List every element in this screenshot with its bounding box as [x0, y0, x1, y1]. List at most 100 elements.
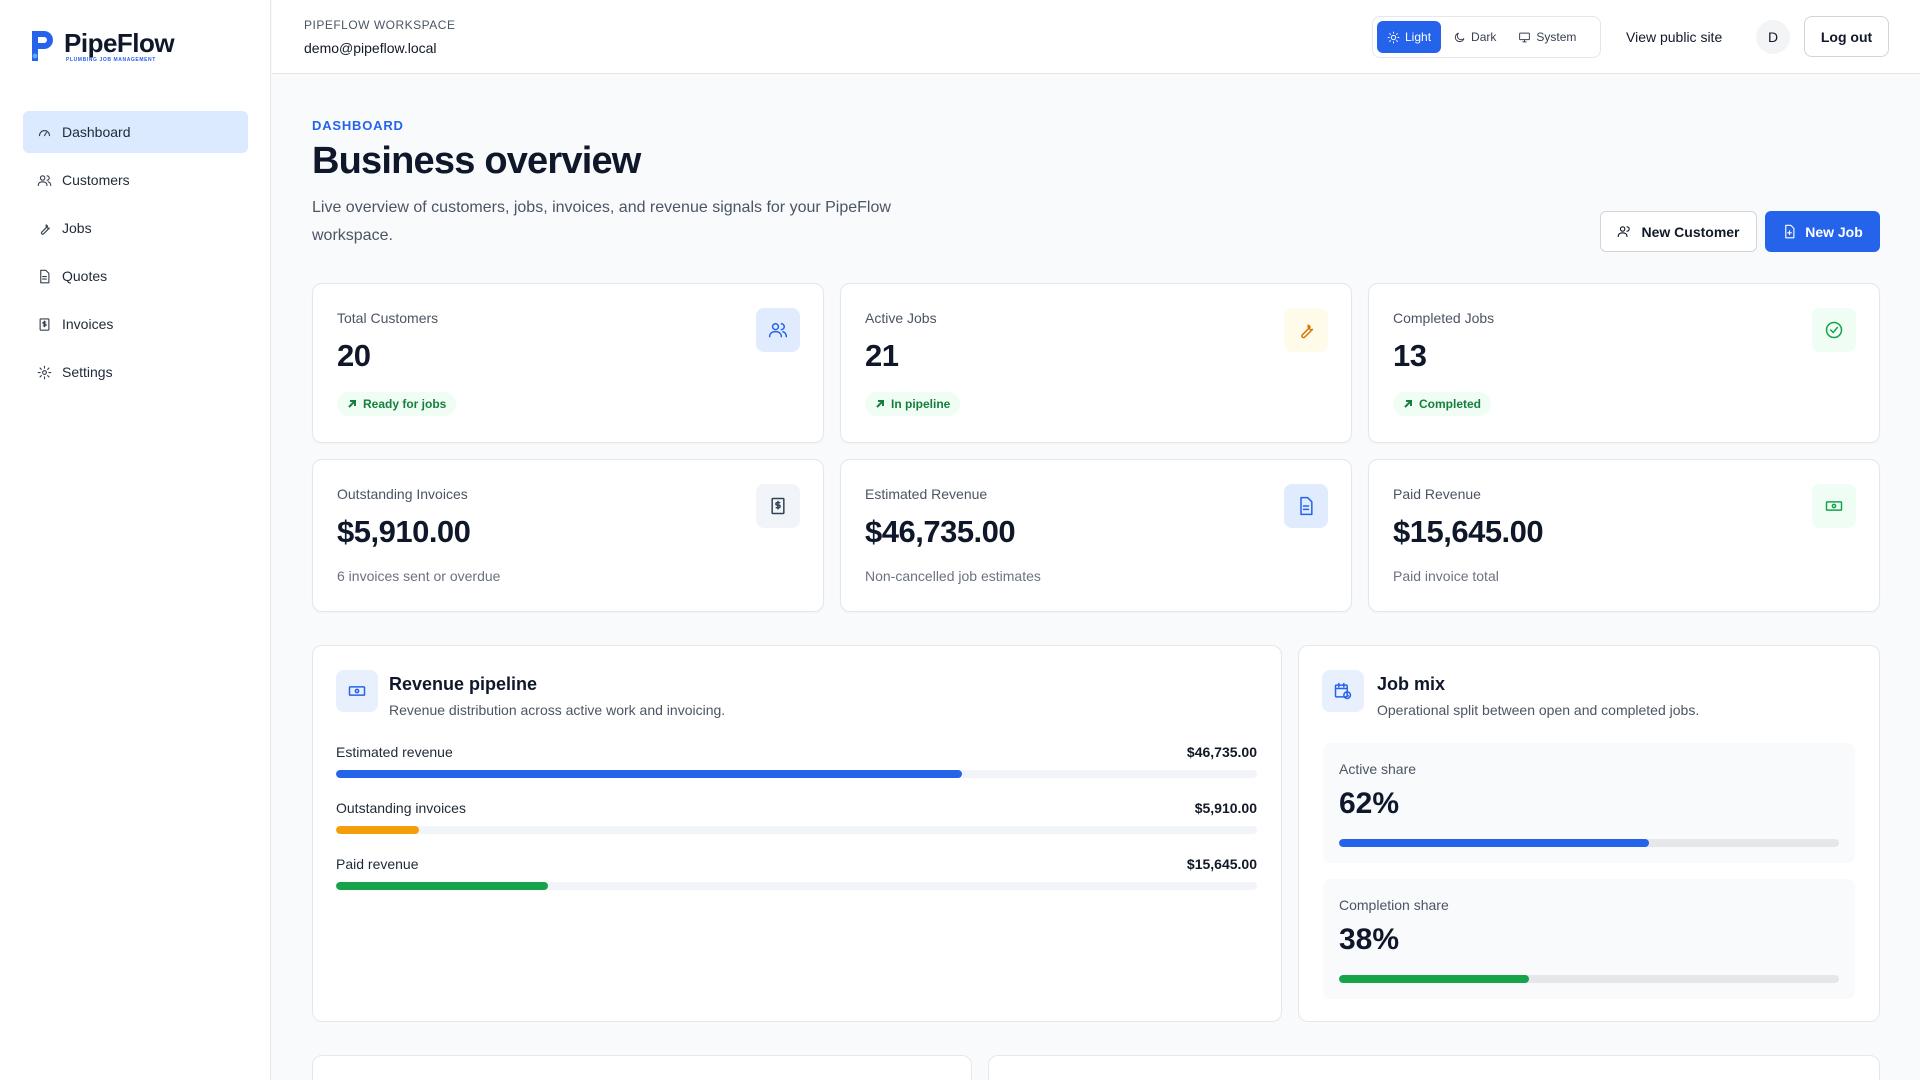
stat-value: $15,645.00 [1393, 514, 1544, 549]
view-public-site-link[interactable]: View public site [1626, 29, 1723, 45]
stat-label: Completed Jobs [1393, 310, 1495, 326]
theme-dark-button[interactable]: Dark [1443, 21, 1506, 53]
panel-title: Job mix [1377, 674, 1446, 694]
sidebar-item-jobs[interactable]: Jobs [23, 207, 248, 249]
top-bar: PIPEFLOW WORKSPACE demo@pipeflow.local L… [272, 0, 1920, 74]
stat-label: Active Jobs [865, 310, 937, 326]
progress-fill [336, 826, 419, 834]
document-icon [40, 269, 50, 283]
workspace-email: demo@pipeflow.local [304, 40, 437, 56]
logout-button[interactable]: Log out [1804, 16, 1889, 57]
stat-icon-box [1812, 484, 1856, 528]
stat-card-completed-jobs: Completed Jobs 13 Completed [1368, 283, 1880, 443]
pipeline-row-label: Estimated revenue [336, 744, 453, 760]
sidebar-item-label: Jobs [62, 220, 92, 236]
progress-track [336, 882, 1257, 890]
job-mix-panel: Job mix Operational split between open a… [1298, 645, 1880, 1022]
sidebar-item-label: Dashboard [62, 124, 131, 140]
pipeline-row-amount: $15,645.00 [1186, 856, 1257, 872]
stat-caption: Non-cancelled job estimates [865, 568, 1041, 584]
sidebar-item-quotes[interactable]: Quotes [23, 255, 248, 297]
mix-label: Active share [1339, 761, 1417, 777]
progress-track [1339, 975, 1839, 983]
monitor-icon [1519, 32, 1531, 42]
new-customer-button[interactable]: New Customer [1600, 211, 1757, 252]
document-icon [1300, 496, 1313, 516]
theme-switcher: Light Dark System [1372, 16, 1601, 58]
panel-subtitle: Revenue distribution across active work … [389, 702, 726, 718]
calendar-clock-icon [1334, 682, 1352, 700]
stat-caption: Paid invoice total [1393, 568, 1499, 584]
sidebar-item-label: Customers [62, 172, 130, 188]
stat-value: $5,910.00 [337, 514, 471, 549]
banknote-icon [348, 686, 366, 696]
progress-fill [1339, 839, 1649, 847]
panel-title: Revenue pipeline [389, 674, 538, 694]
stat-card-total-customers: Total Customers 20 Ready for jobs [312, 283, 824, 443]
arrow-up-right-icon [1404, 400, 1412, 408]
user-plus-icon [1618, 226, 1631, 238]
mix-value: 38% [1339, 923, 1400, 956]
page-description: Live overview of customers, jobs, invoic… [312, 199, 891, 244]
page-title: Business overview [312, 140, 641, 182]
invoice-icon [771, 497, 785, 515]
pipeflow-logo-icon [32, 31, 53, 61]
moon-icon [1454, 32, 1465, 42]
progress-fill [336, 770, 963, 778]
avatar[interactable]: D [1756, 20, 1790, 54]
sidebar-item-customers[interactable]: Customers [23, 159, 248, 201]
status-badge-label: Ready for jobs [363, 397, 447, 411]
stat-icon-box [1812, 308, 1856, 352]
mix-value: 62% [1339, 787, 1400, 820]
brand-logo[interactable]: PipeFlow PLUMBING JOB MANAGEMENT [28, 28, 175, 64]
sidebar-item-invoices[interactable]: Invoices [23, 303, 248, 345]
mix-label: Completion share [1339, 897, 1449, 913]
sun-icon [1387, 31, 1400, 43]
stat-label: Total Customers [337, 310, 439, 326]
stat-value: 20 [337, 338, 371, 373]
stat-icon-box [756, 484, 800, 528]
sidebar-item-settings[interactable]: Settings [23, 351, 248, 393]
progress-track [336, 826, 1257, 834]
stat-value: 13 [1393, 338, 1427, 373]
stat-icon-box [1284, 484, 1328, 528]
theme-system-label: System [1536, 30, 1577, 44]
progress-fill [336, 882, 548, 890]
file-plus-icon [1785, 224, 1795, 239]
progress-fill [1339, 975, 1529, 983]
check-circle-icon [1825, 321, 1843, 339]
progress-track [1339, 839, 1839, 847]
stat-icon-box [1284, 308, 1328, 352]
new-job-button[interactable]: New Job [1765, 211, 1880, 252]
stat-card-outstanding-invoices: Outstanding Invoices $5,910.00 6 invoice… [312, 459, 824, 612]
status-badge: Ready for jobs [337, 392, 457, 416]
status-badge-label: Completed [1419, 397, 1482, 411]
stat-label: Paid Revenue [1393, 486, 1481, 502]
active-share-card: Active share 62% [1323, 743, 1855, 863]
pipeline-row-label: Paid revenue [336, 856, 419, 872]
sidebar: PipeFlow PLUMBING JOB MANAGEMENT Dashboa… [0, 0, 271, 1080]
workspace-label: PIPEFLOW WORKSPACE [304, 18, 456, 32]
arrow-up-right-icon [876, 400, 884, 408]
gear-icon [37, 365, 52, 379]
pipeline-row-amount: $46,735.00 [1186, 744, 1257, 760]
users-icon [768, 323, 788, 338]
theme-system-button[interactable]: System [1508, 21, 1586, 53]
theme-light-button[interactable]: Light [1377, 21, 1442, 53]
banknote-icon [1825, 501, 1843, 511]
sidebar-item-label: Quotes [62, 268, 108, 284]
completion-share-card: Completion share 38% [1323, 879, 1855, 999]
sidebar-item-dashboard[interactable]: Dashboard [23, 111, 248, 153]
page-eyebrow: DASHBOARD [312, 118, 404, 133]
stat-label: Outstanding Invoices [337, 486, 468, 502]
panel-subtitle: Operational split between open and compl… [1377, 702, 1700, 718]
wrench-icon [1301, 324, 1314, 339]
status-badge: Completed [1393, 392, 1492, 416]
stat-value: 21 [865, 338, 899, 373]
gauge-icon [38, 129, 51, 136]
status-badge: In pipeline [865, 392, 961, 416]
revenue-pipeline-panel: Revenue pipeline Revenue distribution ac… [312, 645, 1282, 1022]
arrow-up-right-icon [348, 400, 356, 408]
invoice-icon [39, 317, 50, 331]
sidebar-nav: Dashboard Customers Jobs Quotes Invoices… [23, 111, 248, 399]
